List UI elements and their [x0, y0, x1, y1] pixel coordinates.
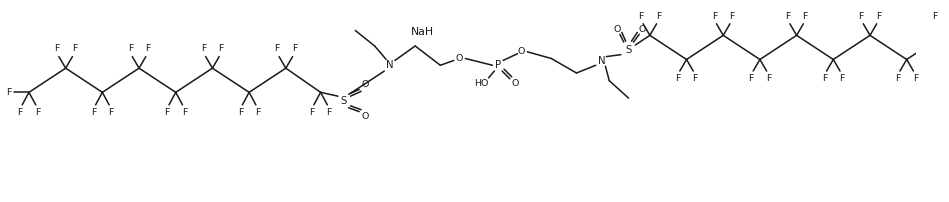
Text: NaH: NaH — [411, 27, 435, 37]
Text: F: F — [876, 12, 882, 21]
Text: F: F — [839, 74, 845, 83]
Text: F: F — [218, 44, 224, 53]
Text: O: O — [512, 79, 519, 88]
Text: F: F — [164, 108, 170, 117]
Text: O: O — [456, 54, 463, 63]
Text: F: F — [255, 108, 260, 117]
Text: N: N — [386, 60, 394, 70]
Text: O: O — [639, 25, 646, 34]
Text: F: F — [201, 44, 207, 53]
Text: F: F — [145, 44, 151, 53]
Text: F: F — [656, 12, 661, 21]
Text: F: F — [6, 88, 11, 97]
Text: F: F — [712, 12, 717, 21]
Text: F: F — [326, 108, 332, 117]
Text: F: F — [675, 74, 680, 83]
Text: F: F — [859, 12, 864, 21]
Text: F: F — [182, 108, 187, 117]
Text: O: O — [518, 47, 525, 56]
Text: N: N — [598, 56, 605, 66]
Text: F: F — [693, 74, 698, 83]
Text: F: F — [749, 74, 754, 83]
Text: F: F — [932, 12, 938, 21]
Text: P: P — [495, 60, 501, 70]
Text: F: F — [291, 44, 297, 53]
Text: F: F — [729, 12, 735, 21]
Text: F: F — [108, 108, 114, 117]
Text: S: S — [625, 45, 632, 55]
Text: F: F — [238, 108, 243, 117]
Text: F: F — [128, 44, 133, 53]
Text: F: F — [35, 108, 41, 117]
Text: O: O — [362, 112, 368, 121]
Text: F: F — [822, 74, 828, 83]
Text: O: O — [613, 25, 621, 34]
Text: F: F — [309, 108, 314, 117]
Text: F: F — [913, 74, 918, 83]
Text: F: F — [895, 74, 901, 83]
Text: F: F — [54, 44, 60, 53]
Text: F: F — [274, 44, 280, 53]
Text: F: F — [91, 108, 97, 117]
Text: F: F — [785, 12, 791, 21]
Text: F: F — [766, 74, 772, 83]
Text: F: F — [639, 12, 643, 21]
Text: F: F — [803, 12, 808, 21]
Text: F: F — [72, 44, 77, 53]
Text: O: O — [362, 80, 368, 89]
Text: F: F — [18, 108, 23, 117]
Text: HO: HO — [474, 79, 488, 88]
Text: S: S — [341, 96, 347, 106]
